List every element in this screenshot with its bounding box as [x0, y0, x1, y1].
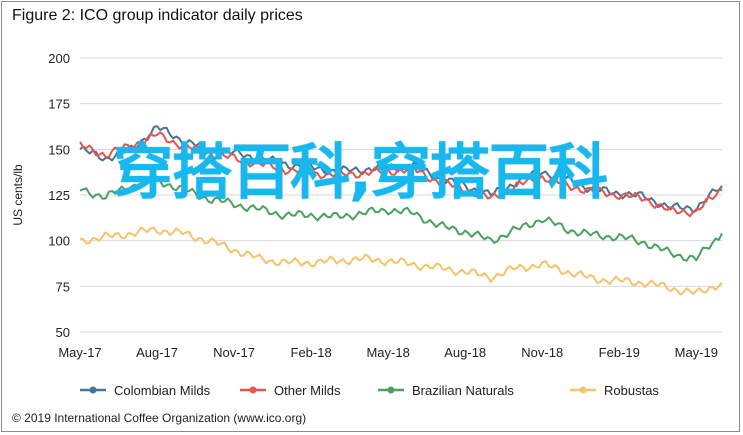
- legend-label: Brazilian Naturals: [412, 383, 514, 398]
- x-tick-label: Aug-18: [444, 345, 486, 360]
- y-tick-label: 125: [48, 188, 70, 203]
- legend-marker: [387, 386, 395, 394]
- series-line-colombian-milds: [79, 125, 723, 214]
- y-axis-label: US cents/lb: [11, 164, 25, 226]
- source-credit: © 2019 International Coffee Organization…: [12, 411, 307, 425]
- y-tick-label: 175: [48, 97, 70, 112]
- series-line-robustas: [79, 226, 723, 296]
- x-tick-label: Feb-18: [291, 345, 332, 360]
- watermark-overlay: 穿搭百科,穿搭百科: [113, 138, 608, 208]
- y-tick-label: 100: [48, 234, 70, 249]
- legend-marker: [579, 386, 587, 394]
- x-tick-label: Aug-17: [136, 345, 178, 360]
- legend-marker: [249, 386, 257, 394]
- x-tick-label: May-18: [366, 345, 409, 360]
- x-tick-label: Feb-19: [599, 345, 640, 360]
- chart-title: Figure 2: ICO group indicator daily pric…: [12, 7, 303, 24]
- legend-marker: [89, 386, 97, 394]
- series-line-brazilian-naturals: [79, 175, 723, 262]
- legend-label: Other Milds: [274, 383, 341, 398]
- x-tick-label: Nov-17: [213, 345, 255, 360]
- series-line-other-milds: [79, 131, 723, 218]
- y-tick-label: 75: [56, 279, 70, 294]
- y-tick-label: 150: [48, 142, 70, 157]
- legend-label: Robustas: [604, 383, 659, 398]
- x-tick-label: May-17: [58, 345, 101, 360]
- legend-label: Colombian Milds: [114, 383, 211, 398]
- y-tick-label: 50: [56, 325, 70, 340]
- x-tick-label: May-19: [675, 345, 718, 360]
- y-tick-label: 200: [48, 51, 70, 66]
- x-tick-label: Nov-18: [521, 345, 563, 360]
